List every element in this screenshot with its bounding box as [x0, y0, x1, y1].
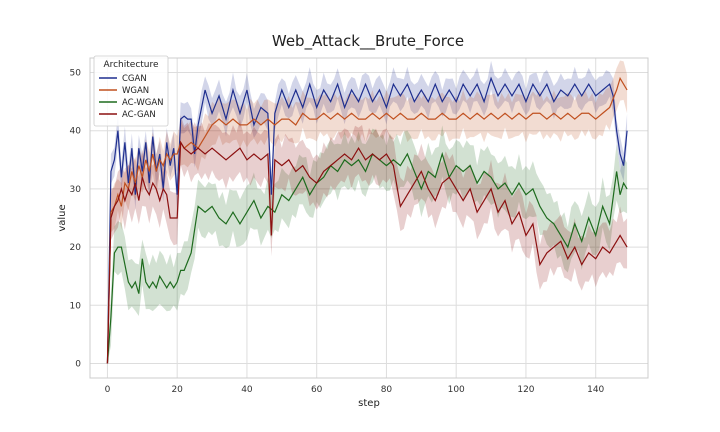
band-wgan: [107, 60, 628, 364]
x-tick-label: 60: [311, 385, 323, 395]
x-tick-label: 120: [517, 385, 534, 395]
y-tick-label: 40: [70, 127, 82, 137]
x-tick-label: 0: [105, 385, 111, 395]
series-line-ac-gan: [106, 140, 628, 364]
x-tick-label: 80: [381, 385, 393, 395]
y-tick-label: 0: [75, 359, 81, 369]
legend-box: [93, 55, 169, 127]
y-tick-label: 50: [70, 69, 82, 79]
x-tick-label: 100: [448, 385, 465, 395]
series-line-cgan: [106, 76, 628, 364]
x-tick-label: 20: [171, 385, 183, 395]
x-axis-ticks: 0 20 40 60 80 100 120 140: [105, 385, 605, 395]
band-ac-gan: [107, 115, 628, 364]
band-ac-wgan: [107, 125, 628, 364]
x-tick-label: 40: [241, 385, 253, 395]
grid: [90, 58, 648, 378]
y-tick-label: 30: [70, 185, 82, 195]
legend-label: AC-WGAN: [122, 98, 164, 108]
y-axis-ticks: 0 10 20 30 40 50: [70, 69, 82, 370]
legend-label: WGAN: [122, 86, 149, 96]
legend-label: CGAN: [122, 74, 147, 84]
plot-frame: [89, 57, 649, 379]
confidence-bands: [107, 60, 628, 364]
legend: Architecture CGAN WGAN AC-WGAN AC-GAN: [93, 55, 169, 127]
y-tick-label: 20: [70, 243, 82, 253]
x-axis-label: step: [358, 398, 380, 409]
chart-title: Web_Attack__Brute_Force: [272, 32, 464, 51]
band-cgan: [107, 60, 628, 364]
legend-items: CGAN WGAN AC-WGAN AC-GAN: [99, 74, 164, 120]
series-line-wgan: [106, 76, 628, 364]
series-lines: [106, 76, 628, 364]
y-tick-label: 10: [70, 301, 82, 311]
x-tick-label: 140: [587, 385, 604, 395]
series-line-ac-wgan: [106, 151, 628, 364]
legend-title: Architecture: [103, 60, 159, 70]
y-axis-label: value: [57, 204, 68, 231]
legend-label: AC-GAN: [122, 110, 156, 120]
